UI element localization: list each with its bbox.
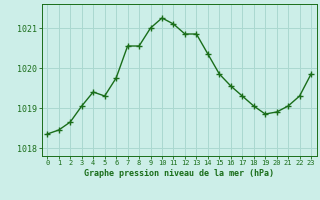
X-axis label: Graphe pression niveau de la mer (hPa): Graphe pression niveau de la mer (hPa) <box>84 169 274 178</box>
